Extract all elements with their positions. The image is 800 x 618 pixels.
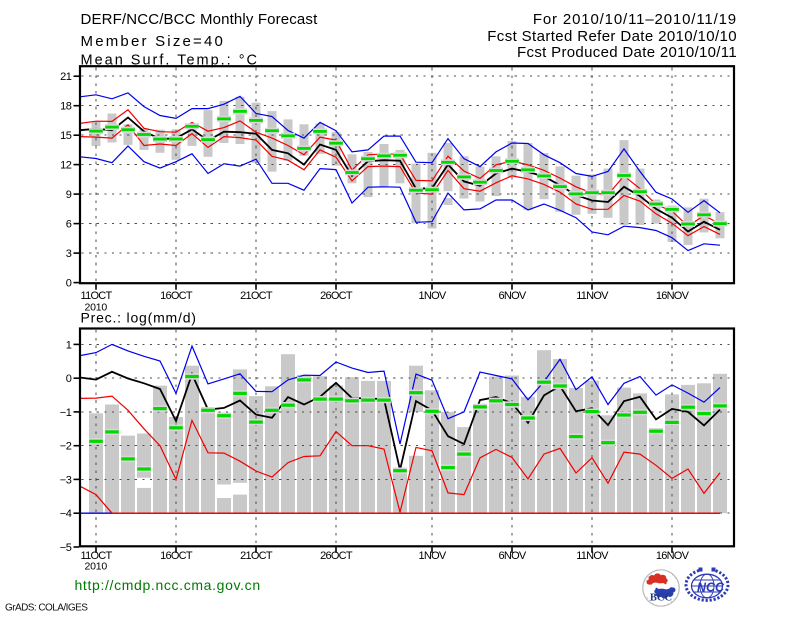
svg-text:26OCT: 26OCT [320,290,353,302]
svg-text:1: 1 [66,339,72,351]
svg-text:http://cmdp.ncc.cma.gov.cn: http://cmdp.ncc.cma.gov.cn [75,577,261,593]
svg-text:3: 3 [66,248,72,260]
svg-text:BCC: BCC [650,593,672,604]
svg-text:21OCT: 21OCT [240,290,273,302]
svg-text:16NOV: 16NOV [656,550,690,562]
svg-text:21OCT: 21OCT [240,550,273,562]
svg-text:15: 15 [60,130,72,142]
svg-text:DERF/NCC/BCC Monthly Forecast: DERF/NCC/BCC Monthly Forecast [81,11,319,28]
svg-text:−3: −3 [60,474,72,486]
svg-text:11NOV: 11NOV [576,290,609,302]
svg-text:11OCT: 11OCT [81,290,113,302]
svg-text:16NOV: 16NOV [656,290,690,302]
svg-text:Mean Surf. Temp.: °C: Mean Surf. Temp.: °C [81,53,260,69]
svg-text:12: 12 [60,159,72,171]
svg-text:6NOV: 6NOV [499,550,527,562]
svg-text:1NOV: 1NOV [419,550,447,562]
svg-text:2010: 2010 [85,302,108,314]
svg-text:6NOV: 6NOV [499,290,527,302]
svg-text:For 2010/10/11–2010/11/19: For 2010/10/11–2010/11/19 [533,11,737,28]
svg-text:NCC: NCC [697,581,725,595]
svg-text:11NOV: 11NOV [576,550,609,562]
svg-text:Fcst Started Refer Date 2010/1: Fcst Started Refer Date 2010/10/10 [487,28,737,45]
svg-text:16OCT: 16OCT [160,550,193,562]
svg-text:16OCT: 16OCT [160,290,193,302]
svg-text:1NOV: 1NOV [419,290,447,302]
svg-text:−5: −5 [60,542,72,554]
svg-text:−1: −1 [60,407,72,419]
svg-text:−4: −4 [60,508,72,520]
svg-text:9: 9 [66,189,72,201]
svg-text:26OCT: 26OCT [320,550,353,562]
svg-text:21: 21 [60,71,72,83]
svg-text:−2: −2 [60,441,72,453]
svg-text:18: 18 [60,100,72,112]
svg-text:Prec.: log(mm/d): Prec.: log(mm/d) [81,310,197,326]
svg-text:GrADS: COLA/IGES: GrADS: COLA/IGES [5,603,88,614]
svg-text:Fcst Produced Date 2010/10/11: Fcst Produced Date 2010/10/11 [517,44,737,61]
svg-text:11OCT: 11OCT [81,550,113,562]
svg-text:0: 0 [66,277,72,289]
svg-text:2010: 2010 [85,561,108,573]
svg-text:6: 6 [66,218,72,230]
svg-text:0: 0 [66,373,72,385]
svg-text:Member Size=40: Member Size=40 [81,33,226,50]
